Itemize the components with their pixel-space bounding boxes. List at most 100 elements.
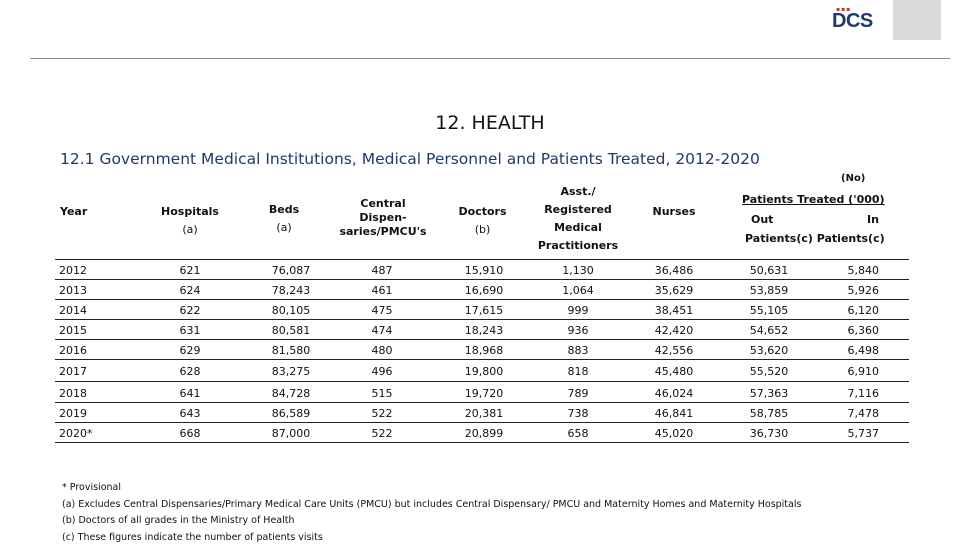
cell-hospitals: 624 bbox=[179, 284, 201, 297]
cell-in: 6,120 bbox=[847, 304, 880, 317]
cell-central: 487 bbox=[371, 264, 393, 277]
cell-doctors: 18,243 bbox=[464, 324, 504, 337]
table-title: 12.1 Government Medical Institutions, Me… bbox=[60, 150, 760, 168]
table-rule bbox=[55, 319, 909, 320]
table-rule bbox=[55, 359, 909, 360]
cell-central: 515 bbox=[371, 387, 393, 400]
footnote: (b) Doctors of all grades in the Ministr… bbox=[62, 515, 295, 526]
col-header-asst-line1: Asst./ bbox=[560, 185, 596, 198]
cell-hospitals: 641 bbox=[179, 387, 201, 400]
table-rule bbox=[55, 402, 909, 403]
cell-beds: 83,275 bbox=[271, 365, 311, 378]
col-header-hospitals-label: Hospitals bbox=[161, 205, 219, 218]
cell-out: 57,363 bbox=[749, 387, 789, 400]
cell-out: 53,620 bbox=[749, 344, 789, 357]
col-header-central: Central Dispen- saries/PMCU's bbox=[334, 197, 432, 239]
cell-out: 53,859 bbox=[749, 284, 789, 297]
col-header-year: Year bbox=[60, 205, 88, 218]
cell-nurses: 38,451 bbox=[654, 304, 694, 317]
cell-beds: 76,087 bbox=[271, 264, 311, 277]
col-header-out: Out bbox=[751, 213, 774, 226]
cell-in: 5,737 bbox=[847, 427, 880, 440]
cell-doctors: 19,800 bbox=[464, 365, 504, 378]
cell-beds: 84,728 bbox=[271, 387, 311, 400]
cell-asst: 936 bbox=[567, 324, 589, 337]
table-rule bbox=[55, 299, 909, 300]
cell-year: 2016 bbox=[59, 344, 87, 357]
col-header-asst: Asst./ Registered Medical Practitioners bbox=[530, 183, 626, 255]
col-header-hospitals-note: (a) bbox=[182, 223, 198, 236]
table-row: 2019 643 86,589 522 20,381 738 46,841 58,785 7,4… bbox=[55, 405, 909, 423]
col-header-central-line2: Dispen- bbox=[359, 211, 407, 224]
cell-central: 522 bbox=[371, 427, 393, 440]
cell-central: 461 bbox=[371, 284, 393, 297]
cell-out: 58,785 bbox=[749, 407, 789, 420]
cell-year: 2015 bbox=[59, 324, 87, 337]
table-row: 2016 629 81,580 480 18,968 883 42,556 53,620 6,4… bbox=[55, 342, 909, 360]
cell-nurses: 36,486 bbox=[654, 264, 694, 277]
cell-beds: 80,581 bbox=[271, 324, 311, 337]
corner-block bbox=[893, 0, 941, 40]
cell-hospitals: 622 bbox=[179, 304, 201, 317]
cell-asst: 789 bbox=[567, 387, 589, 400]
cell-in: 6,360 bbox=[847, 324, 880, 337]
cell-out: 50,631 bbox=[749, 264, 789, 277]
cell-year: 2020* bbox=[59, 427, 93, 440]
cell-doctors: 15,910 bbox=[464, 264, 504, 277]
cell-in: 5,840 bbox=[847, 264, 880, 277]
cell-central: 522 bbox=[371, 407, 393, 420]
cell-asst: 1,064 bbox=[562, 284, 594, 297]
col-header-nurses: Nurses bbox=[652, 205, 696, 218]
table-row: 2020* 668 87,000 522 20,899 658 45,020 36,730 5,… bbox=[55, 425, 909, 443]
col-header-patients-sub: Patients(c) Patients(c) bbox=[745, 232, 885, 245]
cell-beds: 80,105 bbox=[271, 304, 311, 317]
col-header-doctors-label: Doctors bbox=[458, 205, 507, 218]
cell-year: 2012 bbox=[59, 264, 87, 277]
table-rule bbox=[55, 259, 909, 260]
table-row: 2012 621 76,087 487 15,910 1,130 36,486 50,631 5… bbox=[55, 262, 909, 280]
cell-asst: 818 bbox=[567, 365, 589, 378]
cell-asst: 883 bbox=[567, 344, 589, 357]
cell-hospitals: 643 bbox=[179, 407, 201, 420]
cell-doctors: 20,899 bbox=[464, 427, 504, 440]
logo-dots: ▪▪▪ bbox=[836, 6, 852, 13]
col-header-doctors: Doctors (b) bbox=[450, 203, 515, 239]
unit-label: (No) bbox=[841, 173, 866, 184]
col-header-asst-line2: Registered bbox=[544, 203, 612, 216]
table-row: 2013 624 78,243 461 16,690 1,064 35,629 53,859 5… bbox=[55, 282, 909, 300]
cell-in: 7,478 bbox=[847, 407, 880, 420]
col-header-doctors-note: (b) bbox=[474, 223, 491, 236]
cell-doctors: 16,690 bbox=[464, 284, 504, 297]
cell-beds: 86,589 bbox=[271, 407, 311, 420]
cell-out: 36,730 bbox=[749, 427, 789, 440]
cell-beds: 81,580 bbox=[271, 344, 311, 357]
cell-hospitals: 631 bbox=[179, 324, 201, 337]
col-header-patients-treated: Patients Treated ('000) bbox=[742, 193, 885, 206]
cell-in: 6,498 bbox=[847, 344, 880, 357]
footnote: * Provisional bbox=[62, 482, 121, 493]
col-header-asst-line4: Practitioners bbox=[537, 239, 619, 252]
col-header-central-line3: saries/PMCU's bbox=[339, 225, 427, 238]
cell-year: 2017 bbox=[59, 365, 87, 378]
col-header-central-line1: Central bbox=[360, 197, 406, 210]
col-header-asst-line3: Medical bbox=[554, 221, 602, 234]
cell-hospitals: 621 bbox=[179, 264, 201, 277]
header-divider bbox=[30, 58, 950, 59]
cell-nurses: 35,629 bbox=[654, 284, 694, 297]
footnotes: * Provisional (a) Excludes Central Dispen… bbox=[62, 480, 801, 546]
cell-doctors: 18,968 bbox=[464, 344, 504, 357]
cell-nurses: 45,020 bbox=[654, 427, 694, 440]
col-header-hospitals: Hospitals (a) bbox=[150, 203, 230, 239]
page-title: 12. HEALTH bbox=[435, 112, 545, 134]
footnote: (a) Excludes Central Dispensaries/Primar… bbox=[62, 498, 802, 510]
cell-asst: 999 bbox=[567, 304, 589, 317]
cell-year: 2013 bbox=[59, 284, 87, 297]
cell-in: 6,910 bbox=[847, 365, 880, 378]
cell-in: 7,116 bbox=[847, 387, 880, 400]
cell-asst: 738 bbox=[567, 407, 589, 420]
footnote: (c) These figures indicate the number of… bbox=[62, 531, 323, 543]
table-rule bbox=[55, 381, 909, 382]
table-rule bbox=[55, 442, 909, 443]
cell-doctors: 20,381 bbox=[464, 407, 504, 420]
cell-hospitals: 628 bbox=[179, 365, 201, 378]
